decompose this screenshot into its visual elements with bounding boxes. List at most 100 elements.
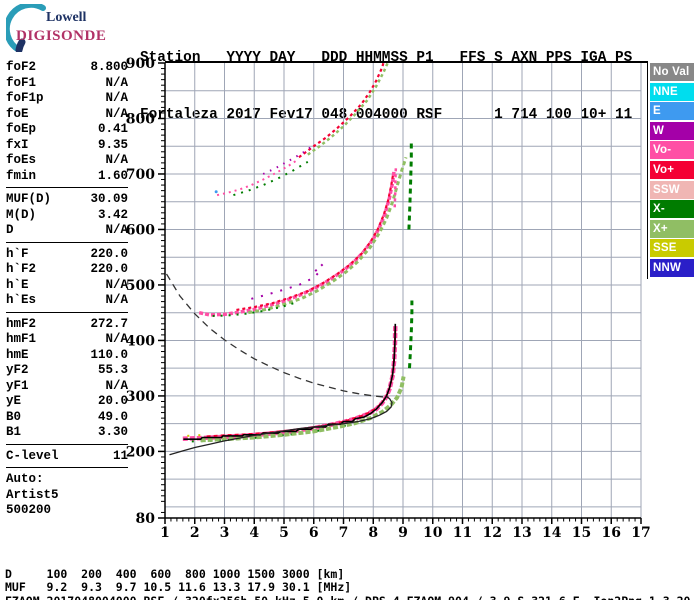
hop2-o-tail-pink <box>393 167 398 208</box>
y-tick-label: 80 <box>136 511 156 527</box>
param-row-b1: B1 3.30 <box>6 425 128 441</box>
legend-item-x+: X+ <box>650 219 694 238</box>
param-value: N/A <box>105 106 128 121</box>
param-value: 9.35 <box>97 137 128 152</box>
param-row-clevel: C-level 11 <box>6 449 128 465</box>
param-label: B0 <box>6 409 22 424</box>
param-row-fmin: fmin 1.60 <box>6 169 128 185</box>
x-tick-label: 9 <box>398 525 408 541</box>
hop2-o-echo-red <box>236 173 395 311</box>
legend-item-nnw: NNW <box>650 258 694 277</box>
y-tick-label: 900 <box>126 56 155 72</box>
param-value: N/A <box>105 293 128 307</box>
param-label: Artist5 <box>6 487 59 502</box>
x-tick-label: 3 <box>220 525 230 541</box>
param-value: 1.60 <box>97 168 128 183</box>
hop2-x-specks-darkgreen <box>212 300 300 317</box>
legend-item-vo-: Vo- <box>650 141 694 160</box>
direction-color-legend: No Val NNE E W Vo- Vo+ SSW X- X+ SSE NNW <box>647 63 694 279</box>
hop2-specks-purple <box>251 267 324 300</box>
param-value: N/A <box>105 153 128 167</box>
param-value: 30.09 <box>90 192 128 206</box>
x-tick-label: 17 <box>631 525 650 541</box>
param-label: fmin <box>6 168 37 183</box>
panel-divider <box>6 187 128 188</box>
y-tick-label: 300 <box>126 389 155 405</box>
hop3-x-echo-lightgreen <box>307 61 390 156</box>
param-value: N/A <box>105 223 128 237</box>
legend-item-vo+: Vo+ <box>650 160 694 179</box>
param-value: 3.42 <box>97 207 128 222</box>
param-value: 220.0 <box>90 246 128 261</box>
param-row-hmf2: hmF2 272.7 <box>6 317 128 333</box>
param-label: M(D) <box>6 207 37 222</box>
param-value: N/A <box>105 277 128 292</box>
param-value: 11 <box>112 448 128 463</box>
param-row-hf2: h`F2 220.0 <box>6 262 128 278</box>
param-label: foF1 <box>6 75 37 90</box>
param-row-hme: hmE 110.0 <box>6 348 128 364</box>
param-label: Auto: <box>6 472 44 486</box>
y-tick-label: 600 <box>126 222 155 238</box>
param-row-foe: foE N/A <box>6 107 128 123</box>
param-label: yE <box>6 394 22 408</box>
param-label: fxI <box>6 137 29 152</box>
true-height-profile <box>169 395 393 456</box>
hop2-o-echo-pink <box>198 170 396 317</box>
y-tick-label: 800 <box>126 111 155 127</box>
lowell-digisonde-logo: Lowell DIGISONDE <box>3 1 126 54</box>
x-tick-label: 14 <box>542 525 562 541</box>
hop3-o-sparse-pink <box>216 158 300 197</box>
mid-specks-purple <box>314 262 325 272</box>
file-footer: FZAOM_2017048004000.RSF / 320fx256h 50 k… <box>5 594 690 600</box>
param-row-b0: B0 49.0 <box>6 410 128 426</box>
muf-row: MUF 9.2 9.3 9.7 10.5 11.6 13.3 17.9 30.1… <box>5 579 352 594</box>
param-value: 110.0 <box>90 347 128 362</box>
hop1-x-tail-darkgreen <box>408 300 414 369</box>
y-tick-label: 500 <box>126 278 155 294</box>
param-label: foE <box>6 106 29 121</box>
param-row-fxi: fxI 9.35 <box>6 138 128 154</box>
param-label: hmF2 <box>6 316 37 331</box>
stray-dot-blue <box>214 190 218 194</box>
x-tick-label: 1 <box>160 525 170 541</box>
param-label: MUF(D) <box>6 192 52 206</box>
hop3-x-specks-darkgreen <box>233 160 309 197</box>
distance-row: D 100 200 400 600 800 1000 1500 3000 [km… <box>5 566 345 581</box>
param-label: hmF1 <box>6 332 37 346</box>
param-label: h`F2 <box>6 262 37 276</box>
param-row-auto: Auto: <box>6 472 128 488</box>
legend-item-w: W <box>650 121 694 140</box>
y-tick-label: 200 <box>126 444 155 460</box>
param-value: N/A <box>105 91 128 105</box>
param-row-500200: 500200 <box>6 503 128 519</box>
param-value: N/A <box>105 378 128 393</box>
param-row-yf1: yF1 N/A <box>6 379 128 395</box>
x-tick-label: 10 <box>423 525 443 541</box>
x-tick-label: 2 <box>190 525 200 541</box>
legend-item-nne: NNE <box>650 82 694 101</box>
param-label: foF2 <box>6 60 37 74</box>
legend-item-sse: SSE <box>650 239 694 258</box>
panel-divider <box>6 311 128 313</box>
x-tick-label: 8 <box>368 525 378 541</box>
param-row-fof1p: foF1p N/A <box>6 91 128 107</box>
x-tick-label: 11 <box>453 525 472 541</box>
hop1-x-echo-lightgreen <box>200 376 406 443</box>
logo-crescent-icon <box>3 1 46 54</box>
y-tick-label: 700 <box>126 167 155 183</box>
panel-divider <box>6 443 128 445</box>
legend-item-e: E <box>650 102 694 121</box>
x-tick-label: 16 <box>602 525 621 541</box>
param-row-mufd: MUF(D) 30.09 <box>6 192 128 208</box>
param-label: h`Es <box>6 293 37 307</box>
param-value: N/A <box>105 332 128 346</box>
param-label: foEp <box>6 122 37 136</box>
param-label: h`F <box>6 246 29 261</box>
param-label: yF2 <box>6 363 29 377</box>
param-row-foes: foEs N/A <box>6 153 128 169</box>
param-row-fof1: foF1 N/A <box>6 76 128 92</box>
x-tick-label: 13 <box>512 525 531 541</box>
param-value: 272.7 <box>90 316 128 331</box>
